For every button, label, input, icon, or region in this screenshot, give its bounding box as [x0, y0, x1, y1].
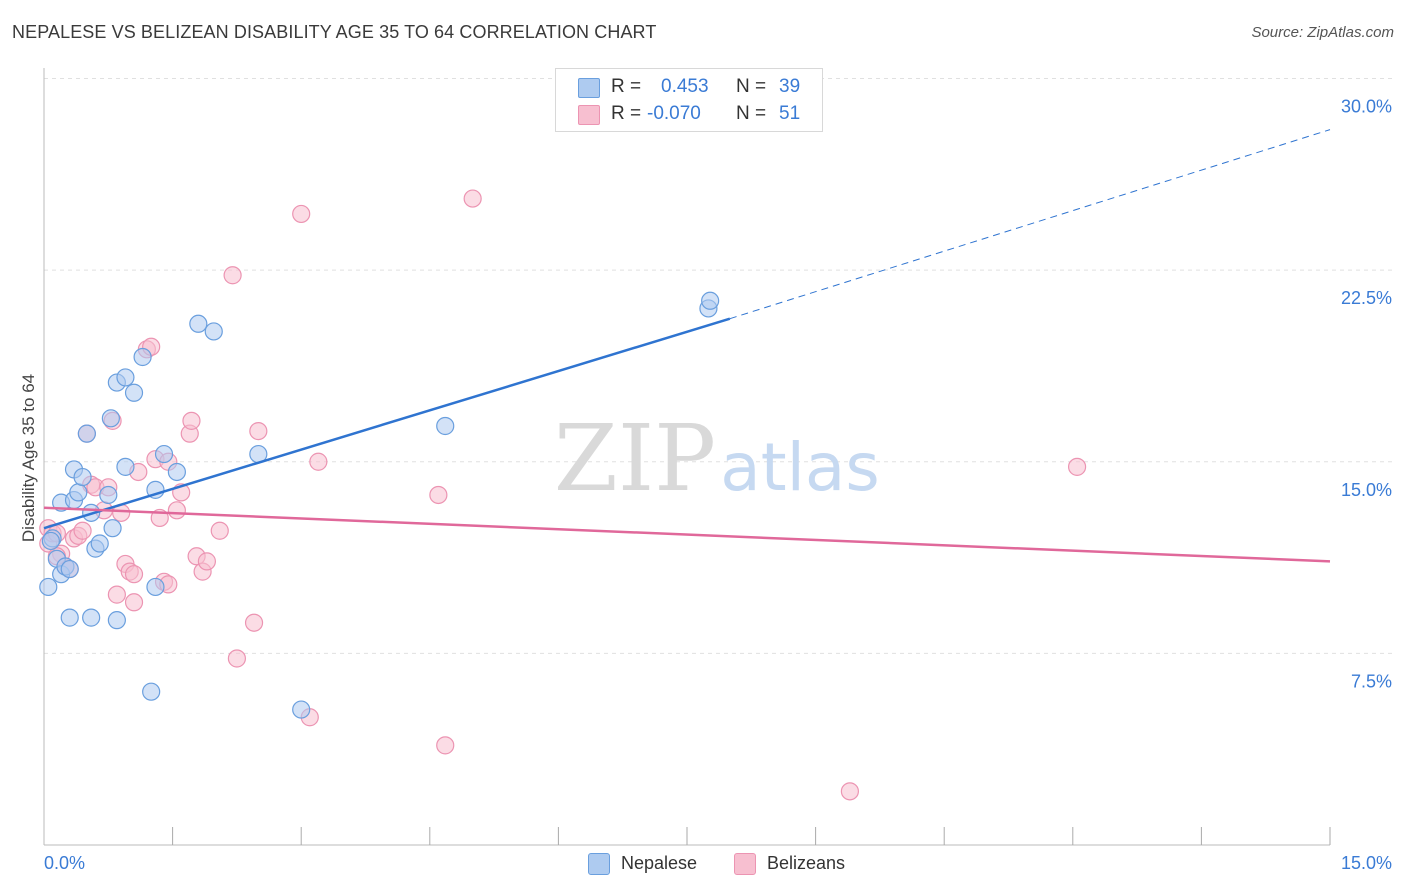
nepalese-point [167, 462, 186, 482]
legend-box: R = 0.453 N = 39 R = -0.070 N = 51 [555, 68, 823, 132]
watermark: ZIP atlas [554, 405, 880, 512]
legend-n-label: N = [736, 76, 767, 97]
legend-r-label: R = [611, 76, 642, 97]
nepalese-point [116, 457, 135, 476]
belizeans-point [292, 204, 311, 224]
nepalese-point [133, 347, 152, 367]
nepalese-point [107, 611, 126, 630]
y-tick-label: 15.0% [1341, 480, 1392, 500]
legend-n-value: 51 [779, 103, 801, 124]
bottom-legend-label: Nepalese [621, 853, 698, 873]
belizeans-point [244, 613, 264, 632]
chart-title: NEPALESE VS BELIZEAN DISABILITY AGE 35 T… [12, 22, 657, 42]
belizeans-point [223, 266, 242, 285]
belizeans-point [124, 565, 144, 584]
nepalese-point [142, 682, 161, 701]
belizeans-point [436, 736, 455, 755]
x-tick-label: 0.0% [44, 853, 85, 873]
watermark-atlas: atlas [720, 429, 880, 506]
belizeans-point [1067, 457, 1087, 476]
belizeans-point [429, 485, 448, 505]
bottom-legend-swatch-blue [588, 853, 610, 875]
belizeans-point [210, 521, 229, 540]
belizeans-trend-line [43, 506, 1331, 563]
nepalese-point [82, 608, 101, 627]
nepalese-point [73, 467, 92, 487]
legend-r-label: R = [611, 103, 642, 124]
nepalese-point [292, 700, 311, 719]
trend-lines [43, 129, 1331, 563]
nepalese-trend-line [43, 317, 731, 530]
nepalese-point [60, 608, 79, 627]
nepalese-point [41, 531, 60, 551]
belizeans-point [840, 782, 859, 801]
nepalese-point [99, 485, 118, 505]
belizeans-point [227, 649, 246, 668]
nepalese-point [154, 444, 174, 464]
nepalese-point [69, 483, 88, 502]
x-tick-label: 15.0% [1341, 853, 1392, 873]
nepalese-point [103, 519, 122, 538]
gridlines [44, 78, 1392, 654]
nepalese-point [39, 577, 58, 597]
nepalese-point [77, 424, 96, 443]
belizeans-point [124, 593, 144, 612]
y-tick-label: 7.5% [1351, 671, 1392, 691]
belizeans-point [309, 452, 328, 471]
watermark-zip: ZIP [554, 405, 716, 512]
nepalese-point [116, 368, 135, 387]
legend-r-value: -0.070 [647, 103, 701, 124]
nepalese-point [60, 559, 79, 579]
belizeans-point [73, 521, 92, 540]
nepalese-points [39, 291, 720, 719]
y-axis-label: Disability Age 35 to 64 [19, 374, 38, 542]
legend-n-value: 39 [779, 76, 801, 97]
nepalese-point [436, 416, 455, 436]
nepalese-point [189, 314, 208, 333]
legend-swatch-blue [578, 78, 600, 98]
y-tick-label: 22.5% [1341, 288, 1392, 308]
y-tick-label: 30.0% [1341, 97, 1392, 117]
legend-r-value: 0.453 [661, 76, 709, 97]
nepalese-trend-extension [729, 129, 1331, 320]
bottom-legend-swatch-pink [734, 853, 756, 875]
nepalese-point [701, 291, 720, 310]
belizeans-point [197, 552, 216, 571]
legend-row-belizeans: R = -0.070 N = 51 [578, 101, 800, 127]
belizeans-point [182, 411, 201, 430]
belizeans-point [463, 189, 482, 208]
legend-n-label: N = [736, 103, 767, 124]
legend-swatch-pink [578, 105, 600, 125]
nepalese-point [124, 383, 144, 402]
nepalese-point [90, 534, 109, 553]
axes: 7.5% 15.0% 22.5% 30.0% 0.0% 15.0% [43, 68, 1392, 873]
bottom-legend-label: Belizeans [767, 853, 846, 873]
legend-row-nepalese: R = 0.453 N = 39 [578, 74, 800, 100]
nepalese-point [146, 577, 165, 597]
nepalese-point [101, 409, 120, 428]
belizeans-point [249, 421, 268, 441]
belizeans-point [107, 585, 126, 604]
source-credit: Source: ZipAtlas.com [1251, 24, 1394, 41]
belizeans-point [167, 501, 186, 520]
nepalese-point [204, 322, 223, 341]
